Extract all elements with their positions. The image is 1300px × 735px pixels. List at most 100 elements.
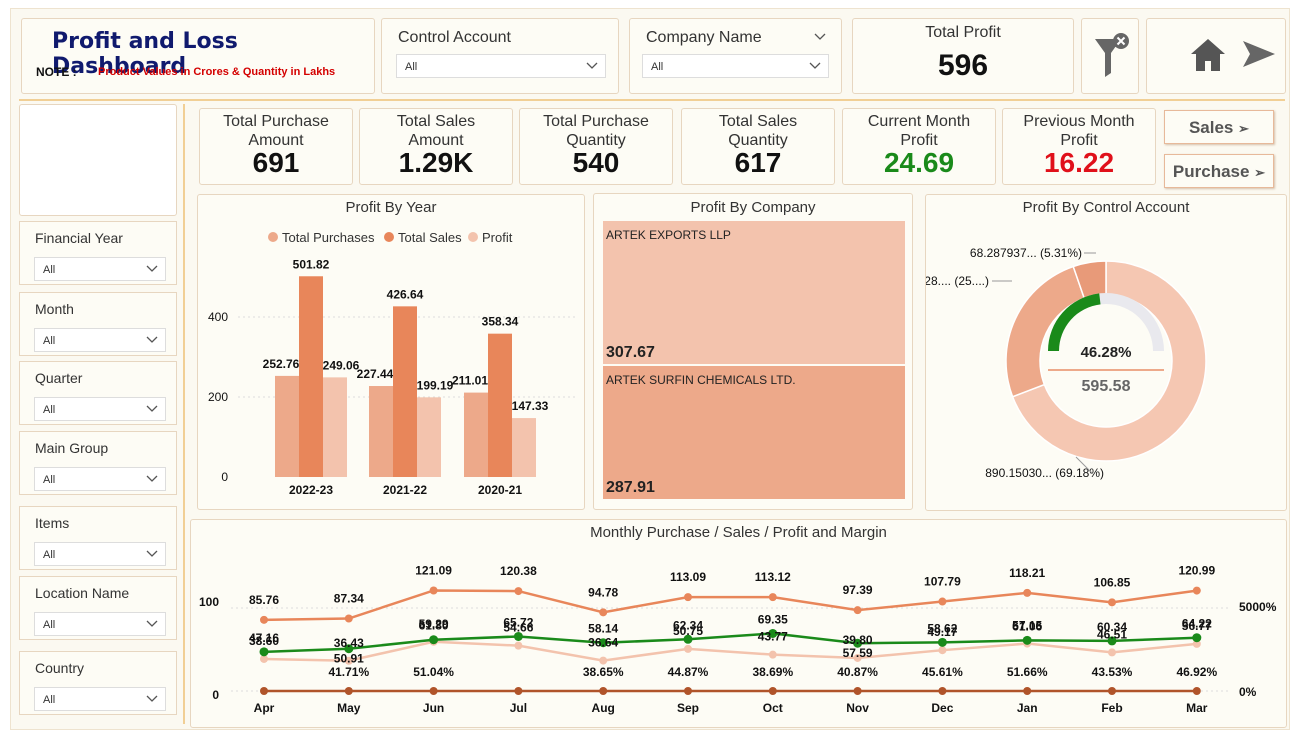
bar[interactable] [512,418,536,477]
bar[interactable] [299,276,323,477]
kpi-value: 1.29K [398,147,474,178]
series-point[interactable] [1192,639,1201,648]
series-point[interactable] [1192,633,1202,643]
series-point[interactable] [429,687,438,695]
company-name-slicer[interactable]: Company Name All [629,18,842,94]
series-point[interactable] [514,687,523,695]
series-point[interactable] [938,646,947,655]
legend-marker [384,232,394,242]
x-tick-label: Jun [423,701,444,715]
bar[interactable] [464,392,488,477]
series-point[interactable] [1192,687,1201,695]
sidebar-slicer-month[interactable]: Month All [19,292,177,356]
bar[interactable] [323,377,347,477]
series-point[interactable] [514,587,523,596]
series-point[interactable] [344,644,354,654]
series-point[interactable] [1108,598,1116,607]
sidebar-slicer-country[interactable]: Country All [19,651,177,715]
point-value-label: 51.66% [1007,665,1048,679]
x-tick-label: May [337,701,361,715]
series-point[interactable] [853,638,863,648]
series-point[interactable] [260,615,268,624]
series-point[interactable] [937,637,947,647]
slicer-dropdown[interactable]: All [34,687,166,711]
arrow-right-icon[interactable] [1241,39,1277,69]
point-value-label: 50.91 [334,652,364,666]
home-icon[interactable] [1189,37,1227,73]
gauge-value: 595.58 [1082,378,1131,395]
series-point[interactable] [1107,636,1117,646]
sidebar-slicer-main-group[interactable]: Main Group All [19,431,177,495]
slicer-dropdown[interactable]: All [34,467,166,491]
series-point[interactable] [684,593,692,602]
sidebar-slicer-location-name[interactable]: Location Name All [19,576,177,640]
slicer-dropdown[interactable]: All [34,397,166,421]
series-point[interactable] [853,606,862,615]
treemap-tile[interactable]: ARTEK SURFIN CHEMICALS LTD. 287.91 [603,366,905,499]
series-point[interactable] [599,656,608,665]
series-point[interactable] [853,687,862,695]
series-point[interactable] [260,687,268,695]
series-point[interactable] [768,650,777,659]
sidebar-slicer-financial-year[interactable]: Financial Year All [19,221,177,285]
series-point[interactable] [598,638,608,648]
bar[interactable] [369,386,393,477]
series-point[interactable] [429,635,439,645]
series-point[interactable] [683,634,693,644]
point-value-label: 120.38 [500,564,537,578]
point-value-label: 51.04% [413,665,454,679]
bar-value-label: 199.19 [417,378,454,392]
series-point[interactable] [768,687,777,695]
series-point[interactable] [1192,586,1201,595]
slicer-dropdown[interactable]: All [34,257,166,281]
series-point[interactable] [938,687,947,695]
series-point[interactable] [684,644,692,653]
x-tick-label: Sep [677,701,699,715]
series-point[interactable] [344,656,353,665]
series-point[interactable] [514,641,523,650]
chevron-down-icon [809,62,821,69]
series-point[interactable] [1023,687,1032,695]
series-point[interactable] [429,586,438,595]
bar[interactable] [417,397,441,477]
y-tick-label: 0 [221,470,228,484]
sidebar-slicer-quarter[interactable]: Quarter All [19,361,177,425]
series-point[interactable] [938,597,947,606]
series-point[interactable] [513,631,523,641]
sidebar-slicer-items[interactable]: Items All [19,506,177,570]
series-point[interactable] [768,593,777,602]
point-value-label: 94.78 [588,585,618,599]
series-point[interactable] [853,653,862,662]
control-account-dropdown[interactable]: All [396,54,606,78]
series-point[interactable] [1108,648,1116,657]
series-point[interactable] [259,647,269,657]
slicer-dropdown[interactable]: All [34,542,166,566]
slicer-label: Financial Year [35,230,123,246]
series-point[interactable] [344,687,353,695]
kpi-label: Current Month Profit [867,113,971,149]
series-point[interactable] [260,654,268,663]
series-point[interactable] [344,614,353,623]
treemap-tile[interactable]: ARTEK EXPORTS LLP 307.67 [603,221,905,364]
chevron-down-icon[interactable] [813,29,827,43]
donut-slice[interactable] [1011,260,1207,462]
slicer-dropdown[interactable]: All [34,612,166,636]
series-point[interactable] [1023,588,1032,597]
slicer-value: All [43,549,56,561]
control-account-slicer[interactable]: Control Account All [381,18,619,94]
series-point[interactable] [1022,635,1032,645]
clear-filters-button[interactable] [1081,18,1139,94]
sales-button[interactable]: Sales ➢ [1164,110,1274,144]
bar[interactable] [275,375,299,477]
slicer-dropdown[interactable]: All [34,328,166,352]
series-point[interactable] [684,687,692,695]
bar[interactable] [393,306,417,477]
company-name-dropdown[interactable]: All [642,54,829,78]
series-point[interactable] [1108,687,1116,695]
series-point[interactable] [768,628,778,638]
series-point[interactable] [599,608,608,617]
bar[interactable] [488,333,512,477]
series-point[interactable] [599,687,608,695]
series-line [263,589,1197,622]
purchase-button[interactable]: Purchase ➢ [1164,154,1274,188]
